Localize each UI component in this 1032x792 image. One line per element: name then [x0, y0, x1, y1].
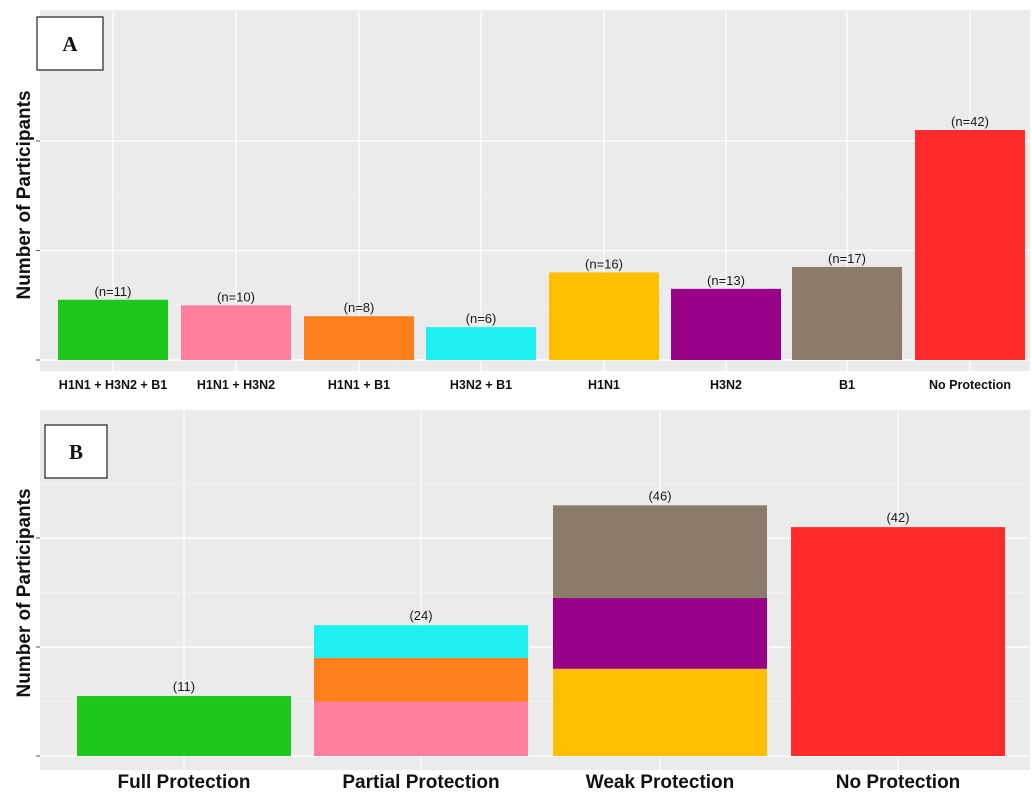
panel-a-category-labels: H1N1 + H3N2 + B1 H1N1 + H3N2 H1N1 + B1 H3N2…: [59, 378, 1011, 392]
bar-b-1-label: (11): [173, 679, 195, 694]
bar-b-2-segment-4: [314, 625, 528, 658]
bar-b-2-segment-2: [314, 701, 528, 756]
category-b-4: No Protection: [836, 772, 961, 792]
bar-b-3-segment-5: [553, 668, 767, 756]
bar-a-5: [549, 272, 659, 360]
panel-a-bar-labels: (n=11) (n=10) (n=8) (n=6) (n=16) (n=13) (n=17)…: [95, 114, 989, 326]
panel-a: (n=11) (n=10) (n=8) (n=6) (n=16) (n=13) (n=17)…: [14, 10, 1030, 392]
panel-b-category-labels: Full Protection Partial Protection Weak Pr…: [118, 772, 961, 792]
bar-a-2: [181, 305, 291, 360]
category-a-3: H1N1 + B1: [328, 378, 390, 392]
bar-a-7: [792, 266, 902, 360]
bar-b-3-segment-6: [553, 597, 767, 669]
category-b-2: Partial Protection: [342, 772, 499, 792]
panel-a-tag: A: [62, 32, 78, 56]
bar-a-6: [671, 288, 781, 360]
bar-a-1-label: (n=11): [95, 284, 132, 299]
panel-b-bar-labels: (11) (24) (46) (42): [173, 488, 910, 694]
bar-b-2-label: (24): [409, 608, 432, 623]
bar-a-3: [304, 316, 414, 360]
category-a-4: H3N2 + B1: [450, 378, 512, 392]
category-a-8: No Protection: [929, 378, 1011, 392]
bar-a-7-label: (n=17): [828, 251, 866, 266]
bar-a-2-label: (n=10): [217, 289, 255, 304]
bar-a-3-label: (n=8): [344, 300, 375, 315]
bar-a-5-label: (n=16): [585, 256, 623, 271]
bar-a-8: [915, 130, 1025, 360]
bar-b-3-label: (46): [648, 488, 671, 503]
panel-b-bars: [77, 505, 1005, 756]
panel-a-tag-box: [36, 16, 104, 71]
panel-b: (11) (24) (46) (42) Full Protection Partial …: [14, 410, 1030, 792]
bar-b-4-segment-8: [791, 527, 1005, 756]
panel-a-bars: [58, 130, 1025, 360]
bar-b-2-segment-3: [314, 657, 528, 702]
bar-a-8-label: (n=42): [951, 114, 989, 129]
bar-a-1: [58, 299, 168, 360]
bar-b-3-segment-7: [553, 505, 767, 598]
bar-a-6-label: (n=13): [707, 273, 745, 288]
category-a-2: H1N1 + H3N2: [197, 378, 275, 392]
category-a-5: H1N1: [588, 378, 620, 392]
bar-b-4-label: (42): [886, 510, 909, 525]
panel-b-tag: B: [69, 440, 83, 464]
category-b-3: Weak Protection: [586, 772, 735, 792]
category-b-1: Full Protection: [118, 772, 251, 792]
panel-b-tag-box: [44, 424, 108, 479]
panel-b-y-axis-label: Number of Participants: [14, 488, 35, 697]
category-a-6: H3N2: [710, 378, 742, 392]
bar-a-4: [426, 327, 536, 360]
bar-a-4-label: (n=6): [466, 311, 497, 326]
category-a-7: B1: [839, 378, 855, 392]
category-a-1: H1N1 + H3N2 + B1: [59, 378, 167, 392]
panel-a-y-axis-label: Number of Participants: [14, 90, 35, 299]
bar-b-1-segment-1: [77, 696, 291, 756]
